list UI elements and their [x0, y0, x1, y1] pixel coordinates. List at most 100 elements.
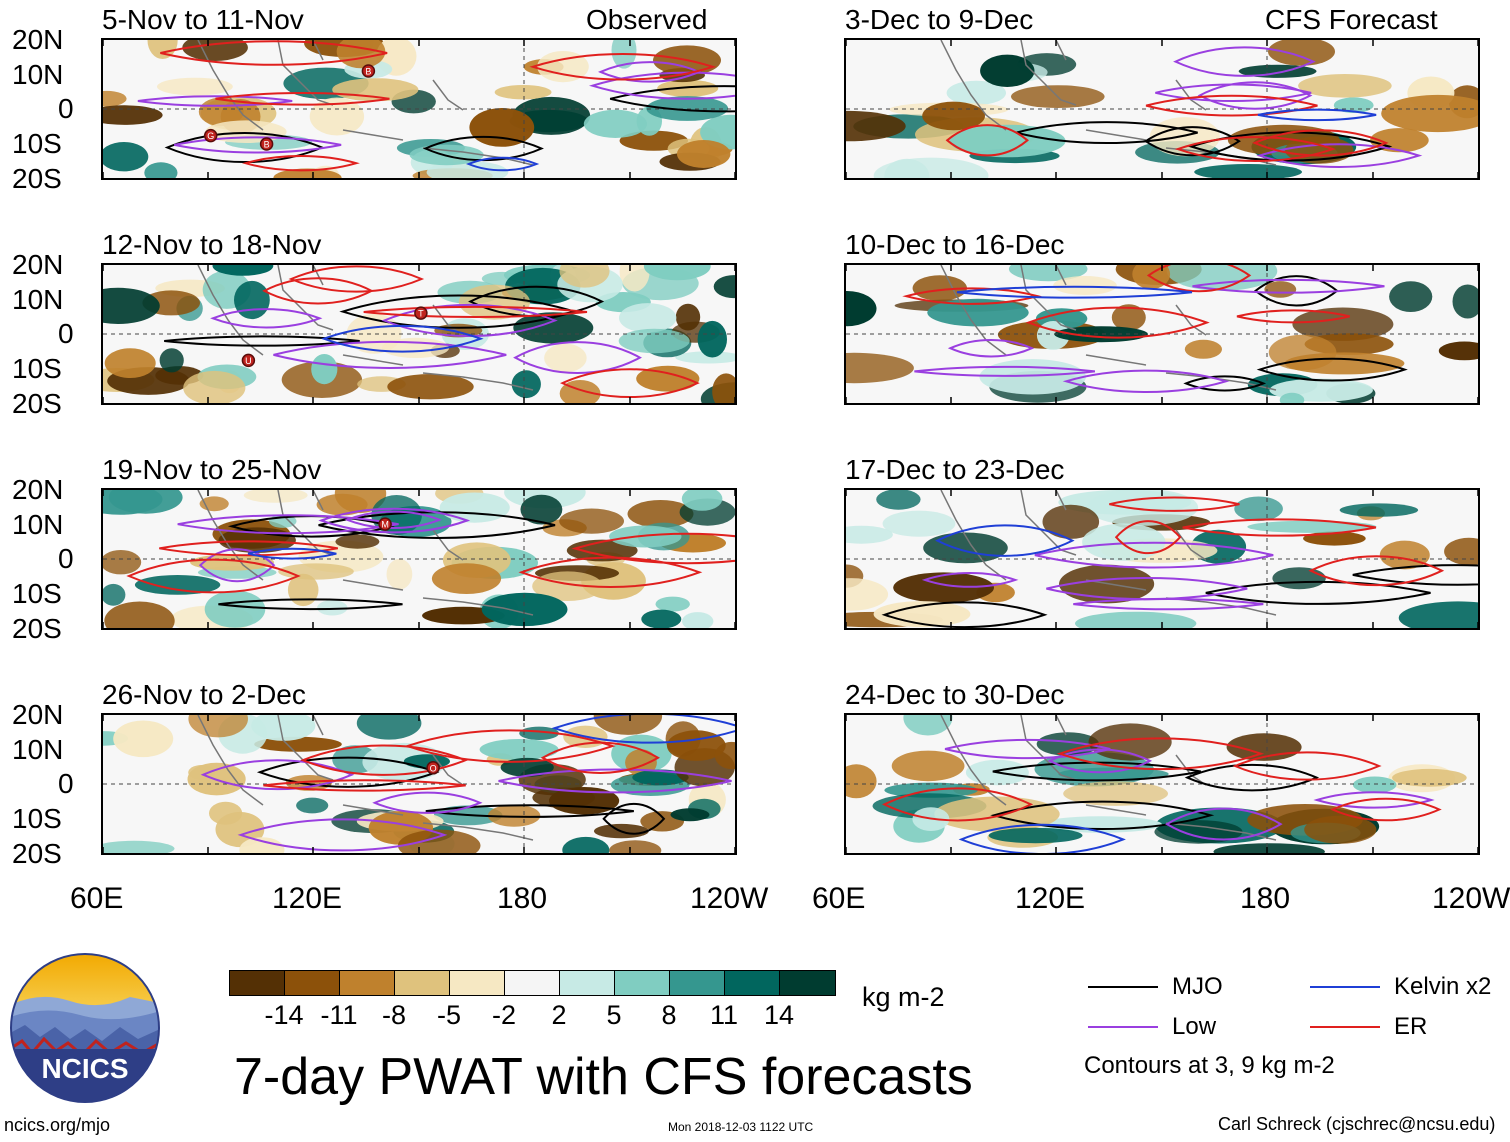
- pwat-anomaly-blob: [104, 348, 156, 378]
- pwat-anomaly-blob: [846, 578, 889, 611]
- wave-contour: [247, 547, 337, 560]
- storm-marker-label: T: [418, 309, 424, 319]
- legend-low: Low: [1088, 1013, 1216, 1041]
- wave-contour: [262, 277, 374, 305]
- pwat-anomaly-blob: [520, 494, 563, 525]
- wave-contour: [498, 768, 732, 794]
- pwat-anomaly-blob: [287, 573, 319, 607]
- pwat-anomaly-blob: [243, 490, 308, 503]
- colorbar-swatch: [505, 971, 560, 995]
- pwat-anomaly-blob: [386, 558, 413, 590]
- y-label: 20S: [12, 613, 62, 644]
- wave-contour: [425, 804, 634, 818]
- wave-contour: [320, 324, 484, 353]
- pwat-anomaly-blob: [846, 352, 914, 384]
- colorbar-tick-label: -8: [381, 1000, 406, 1030]
- y-label: 10S: [12, 578, 62, 609]
- pwat-anomaly-blob: [335, 534, 380, 549]
- wave-contour: [1256, 143, 1423, 168]
- pwat-anomaly-blob: [134, 575, 221, 595]
- panel-title-obs-2: 12-Nov to 18-Nov: [102, 229, 322, 260]
- storm-marker: G: [203, 128, 218, 143]
- pwat-anomaly-blob: [511, 370, 541, 399]
- pwat-anomaly-blob: [103, 287, 160, 324]
- x-label-120e-left: 120E: [272, 882, 343, 915]
- map-panel-obs-3: M: [101, 488, 737, 630]
- y-label: 10N: [12, 509, 64, 540]
- wave-contour: [1146, 265, 1252, 293]
- wave-contour: [318, 511, 556, 539]
- pwat-anomaly-blob: [1154, 820, 1243, 844]
- wave-contour: [241, 155, 360, 172]
- y-label: 20N: [12, 474, 64, 505]
- colorbar-swatch: [450, 971, 505, 995]
- pwat-anomaly-blob: [254, 736, 342, 752]
- pwat-anomaly-blob: [381, 337, 450, 358]
- legend-mjo: MJO: [1088, 973, 1223, 1001]
- storm-marker-label: O: [430, 763, 437, 773]
- colorbar-tick-label: 11: [709, 1000, 739, 1030]
- pwat-anomaly-blob: [846, 110, 906, 142]
- wave-contour: [177, 514, 399, 535]
- pwat-anomaly-blob: [846, 525, 893, 544]
- legend-label-mjo: MJO: [1172, 973, 1223, 1000]
- wave-contour: [1165, 807, 1283, 841]
- wave-contour: [318, 507, 471, 534]
- wave-contour: [1313, 791, 1435, 809]
- pwat-anomaly-blob: [199, 496, 229, 512]
- y-label: 10S: [12, 803, 62, 834]
- pwat-anomaly-blob: [1042, 504, 1100, 539]
- panel-title-obs-4: 26-Nov to 2-Dec: [102, 679, 306, 710]
- pwat-anomaly-blob: [1008, 265, 1088, 282]
- x-label-120w-right: 120W: [1432, 882, 1510, 915]
- x-label-120e-right: 120E: [1015, 882, 1086, 915]
- storm-marker: M: [378, 517, 392, 531]
- pwat-anomaly-blob: [1339, 503, 1419, 517]
- pwat-anomaly-blob: [641, 609, 682, 628]
- legend-er: ER: [1310, 1013, 1427, 1041]
- pwat-anomaly-blob: [1166, 265, 1278, 291]
- pwat-anomaly-blob: [697, 320, 727, 358]
- wave-contour: [882, 787, 1034, 822]
- pwat-anomaly-blob: [873, 157, 989, 178]
- pwat-anomaly-blob: [912, 275, 967, 301]
- pwat-anomaly-blob: [946, 80, 1006, 106]
- wave-contour: [1252, 129, 1389, 157]
- pwat-anomaly-blob: [296, 797, 329, 814]
- wave-contour: [159, 540, 338, 557]
- pwat-anomaly-blob: [677, 140, 731, 168]
- pwat-anomaly-blob: [657, 79, 719, 97]
- pwat-anomaly-blob: [643, 265, 711, 281]
- colorbar-tick-label: 2: [551, 1000, 567, 1030]
- pwat-anomaly-blob: [183, 370, 246, 403]
- wave-contour: [513, 341, 642, 374]
- wave-contour: [551, 715, 735, 744]
- colorbar-swatch: [670, 971, 725, 995]
- pwat-anomaly-blob: [1292, 307, 1394, 341]
- colorbar-tick-label: 8: [661, 1000, 677, 1030]
- wave-contour: [1047, 748, 1153, 774]
- pwat-anomaly-blob: [513, 312, 594, 344]
- wave-contour: [540, 741, 660, 774]
- pwat-anomaly-blob: [1438, 341, 1478, 361]
- wave-contour: [1145, 94, 1318, 117]
- colorbar-tick-label: -11: [320, 1000, 358, 1030]
- colorbar-units: kg m-2: [862, 982, 945, 1012]
- wave-contour: [902, 287, 1042, 305]
- contour-note: Contours at 3, 9 kg m-2: [1084, 1052, 1335, 1079]
- pwat-anomaly-blob: [1381, 94, 1478, 133]
- x-label-60e-right: 60E: [812, 882, 866, 915]
- map-panel-fc-3: [844, 488, 1480, 630]
- colorbar: [229, 970, 836, 996]
- pwat-anomaly-blob: [618, 328, 690, 354]
- pwat-anomaly-blob: [285, 775, 333, 791]
- pwat-anomaly-blob: [1352, 776, 1397, 794]
- wave-contour: [914, 365, 1096, 377]
- y-label: 0: [58, 768, 74, 799]
- footer-url[interactable]: ncics.org/mjo: [4, 1115, 111, 1135]
- pwat-anomaly-blob: [431, 563, 502, 594]
- wave-contour: [602, 803, 666, 835]
- legend-line-low: [1088, 1026, 1158, 1028]
- pwat-anomaly-blob: [873, 601, 971, 628]
- colorbar-tick-label: -2: [491, 1000, 516, 1030]
